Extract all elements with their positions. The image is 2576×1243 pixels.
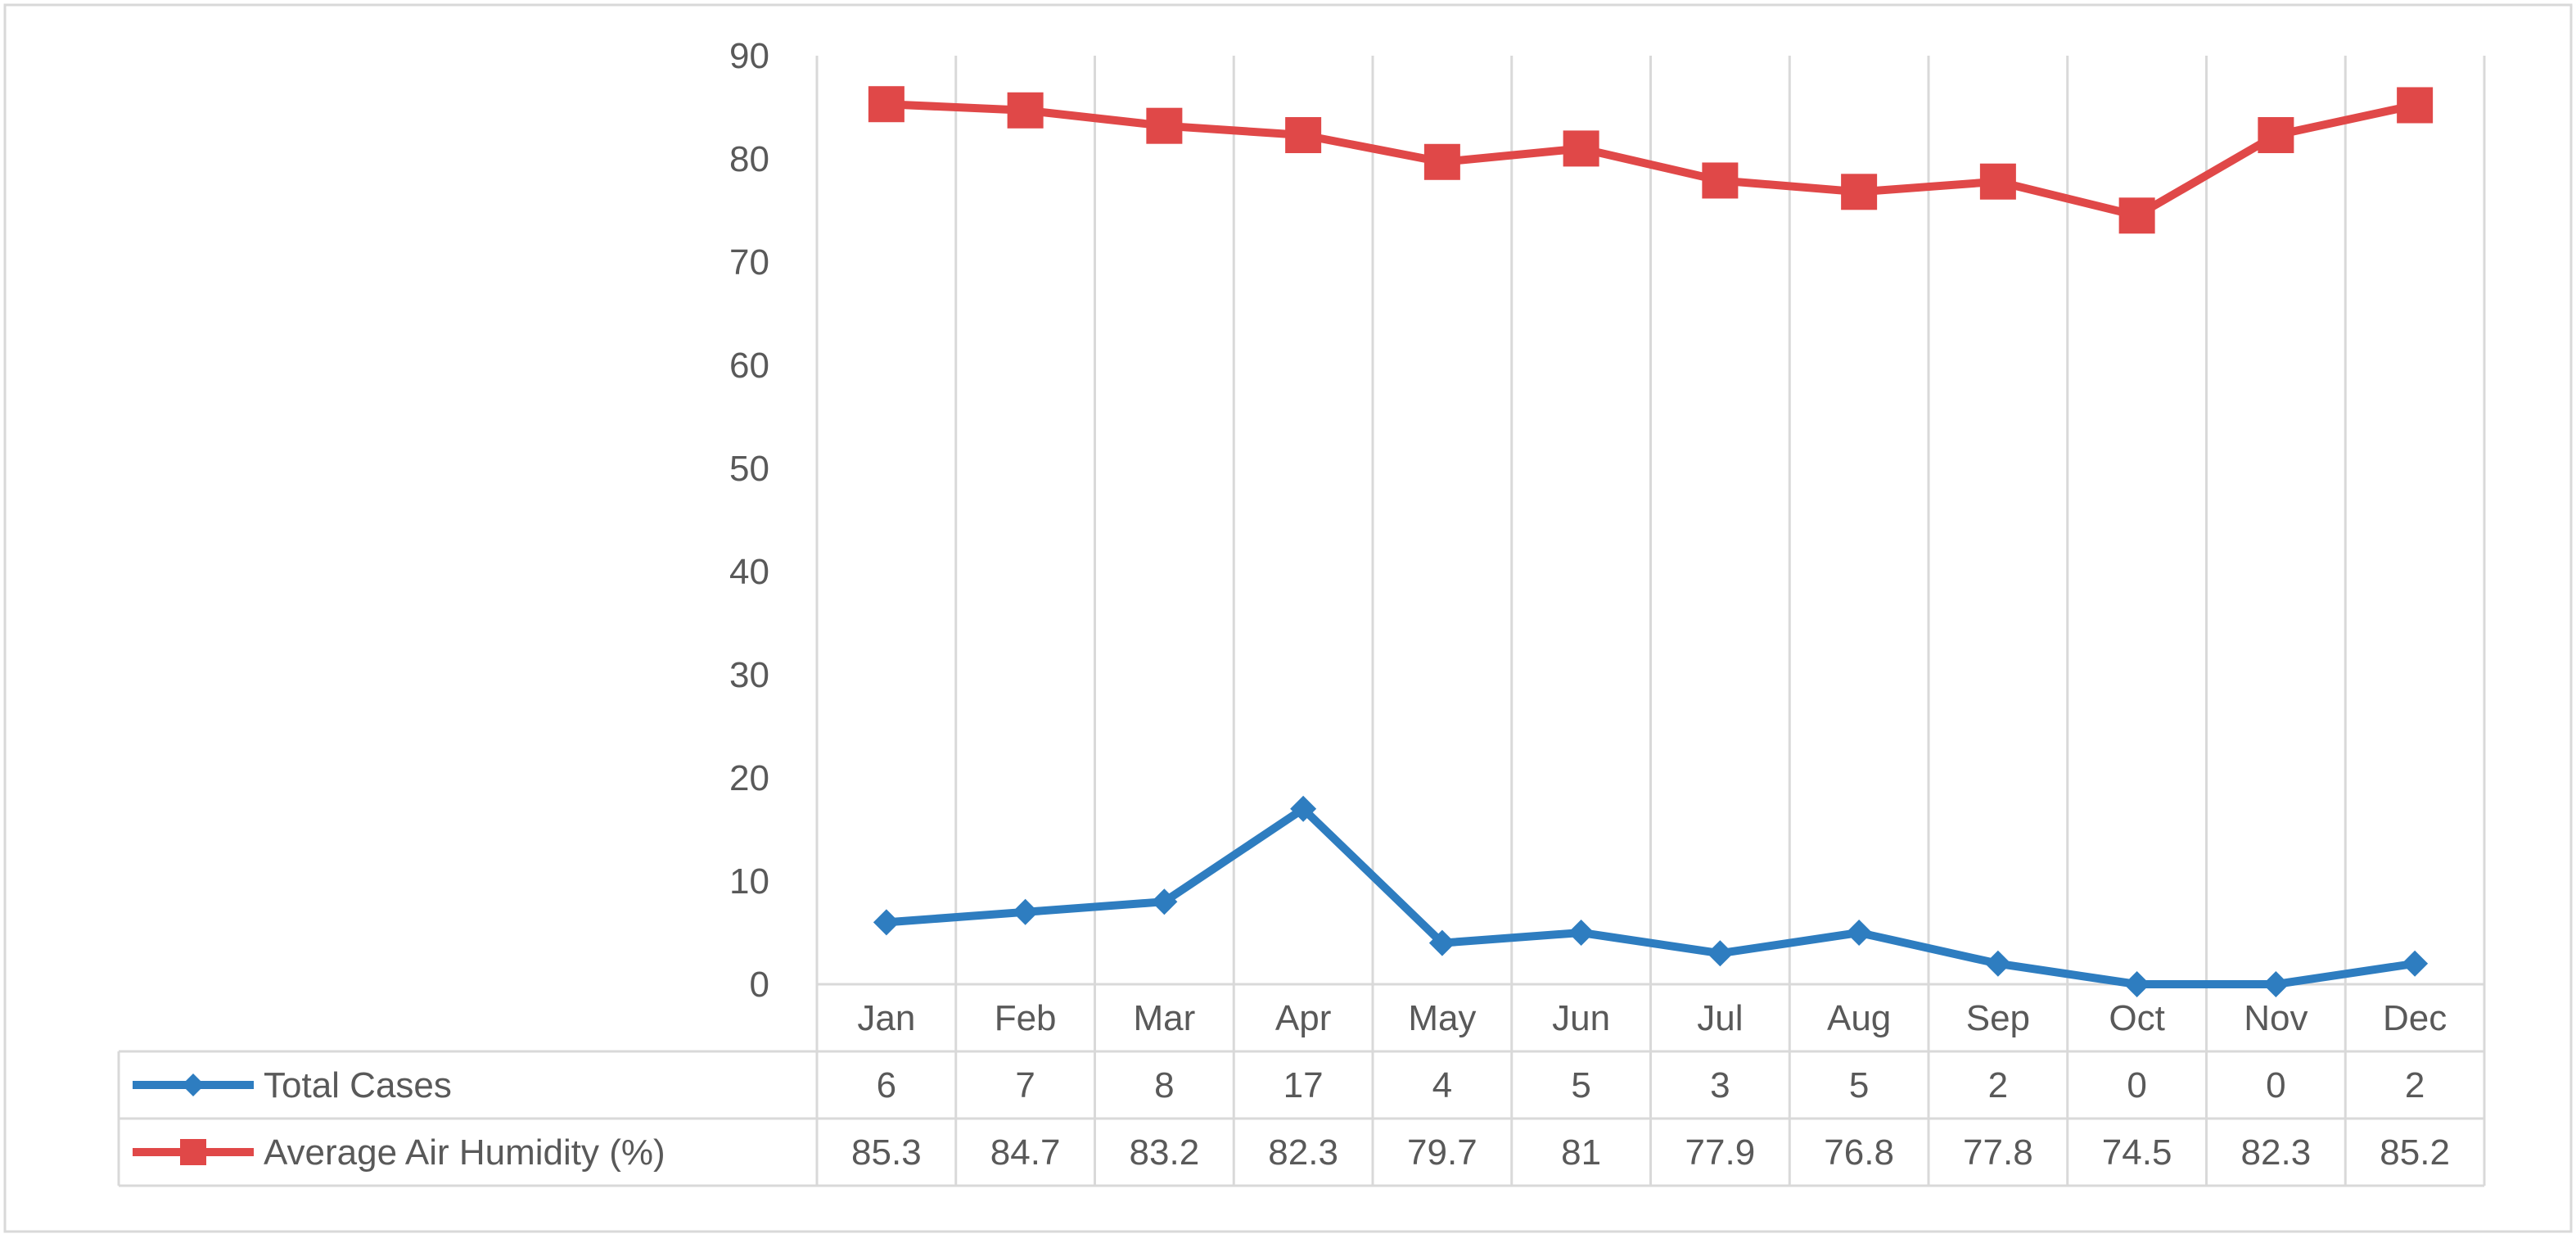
- y-axis-tick-labels: 0 10 20 30 40 50 60 70 80 90: [729, 36, 769, 1005]
- legend-key-diamond-marker: [182, 1074, 205, 1096]
- data-table-cell: 5: [1849, 1065, 1869, 1105]
- y-tick-label: 50: [729, 449, 769, 489]
- data-point-diamond: [2402, 950, 2429, 977]
- x-category-label: May: [1408, 998, 1476, 1038]
- x-category-label: Aug: [1827, 998, 1891, 1038]
- data-table-cell: 81: [1561, 1132, 1601, 1173]
- data-point-square: [868, 86, 905, 123]
- x-category-label: Jun: [1552, 998, 1610, 1038]
- data-point-diamond: [873, 909, 900, 936]
- y-tick-label: 60: [729, 346, 769, 386]
- series-line: [886, 100, 2416, 220]
- data-point-diamond: [1568, 920, 1595, 946]
- data-point-diamond: [2262, 971, 2290, 997]
- data-table-cell: 4: [1432, 1065, 1452, 1105]
- series-name-label: Average Air Humidity (%): [264, 1132, 665, 1173]
- data-table-cell: 82.3: [2241, 1132, 2312, 1173]
- y-tick-label: 0: [750, 965, 769, 1005]
- data-table-cell: 5: [1571, 1065, 1590, 1105]
- data-point-diamond: [1846, 920, 1873, 946]
- data-point-diamond: [1707, 940, 1734, 967]
- data-table-cell: 85.2: [2380, 1132, 2450, 1173]
- y-tick-label: 20: [729, 758, 769, 798]
- x-category-label: Oct: [2109, 998, 2164, 1038]
- data-point-square: [1423, 143, 1460, 180]
- y-tick-label: 80: [729, 139, 769, 179]
- series-line: [886, 804, 2416, 988]
- data-point-diamond: [1290, 795, 1317, 822]
- y-tick-label: 70: [729, 242, 769, 282]
- data-table-cell: 79.7: [1407, 1132, 1477, 1173]
- data-point-diamond: [1428, 929, 1455, 956]
- data-table-cell: 7: [1015, 1065, 1035, 1105]
- x-category-label: Nov: [2244, 998, 2308, 1038]
- data-table-cell: 82.3: [1268, 1132, 1338, 1173]
- data-point-square: [2258, 117, 2294, 154]
- data-table-cell: 6: [877, 1065, 896, 1105]
- data-table-cell: 17: [1283, 1065, 1324, 1105]
- data-point-square: [2118, 197, 2155, 234]
- x-category-label: Jul: [1697, 998, 1743, 1038]
- y-tick-label: 10: [729, 861, 769, 902]
- data-table-cell: 84.7: [990, 1132, 1061, 1173]
- data-table-cell: 77.8: [1963, 1132, 2033, 1173]
- data-point-square: [1146, 107, 1183, 144]
- series-name-label: Total Cases: [264, 1065, 452, 1105]
- y-tick-label: 40: [729, 552, 769, 592]
- data-table-cell: 76.8: [1824, 1132, 1894, 1173]
- data-point-diamond: [1012, 898, 1039, 925]
- data-table-cell: 77.9: [1685, 1132, 1756, 1173]
- data-point-square: [1563, 130, 1599, 167]
- data-table-cell: 83.2: [1130, 1132, 1200, 1173]
- data-point-square: [1007, 92, 1044, 129]
- x-category-label: Apr: [1275, 998, 1331, 1038]
- data-table-cell: 0: [2127, 1065, 2146, 1105]
- data-point-square: [1979, 163, 2016, 200]
- data-point-diamond: [1151, 888, 1178, 915]
- data-table-cell: 8: [1154, 1065, 1174, 1105]
- series-lines: [868, 86, 2434, 997]
- x-category-label: Sep: [1966, 998, 2030, 1038]
- x-category-label: Dec: [2383, 998, 2447, 1038]
- data-point-square: [1285, 117, 1322, 154]
- data-point-diamond: [1984, 950, 2011, 977]
- data-table-cell: 74.5: [2102, 1132, 2172, 1173]
- data-table-cell: 0: [2266, 1065, 2285, 1105]
- x-category-label: Jan: [857, 998, 915, 1038]
- data-table: Jan Feb Mar Apr May Jun Jul Aug Sep Oct Nov Dec Tota…: [117, 998, 2484, 1187]
- data-point-square: [1702, 162, 1739, 199]
- x-category-label: Mar: [1133, 998, 1195, 1038]
- data-table-cell: 2: [2405, 1065, 2425, 1105]
- data-point-square: [2397, 87, 2434, 124]
- data-point-square: [1841, 174, 1878, 210]
- y-tick-label: 90: [729, 36, 769, 76]
- y-tick-label: 30: [729, 655, 769, 695]
- data-table-cell: 2: [1988, 1065, 2008, 1105]
- data-table-cell: 85.3: [851, 1132, 922, 1173]
- data-table-cell: 3: [1710, 1065, 1730, 1105]
- data-point-diamond: [2123, 971, 2150, 997]
- legend-key-square-marker: [180, 1139, 206, 1165]
- x-category-label: Feb: [995, 998, 1057, 1038]
